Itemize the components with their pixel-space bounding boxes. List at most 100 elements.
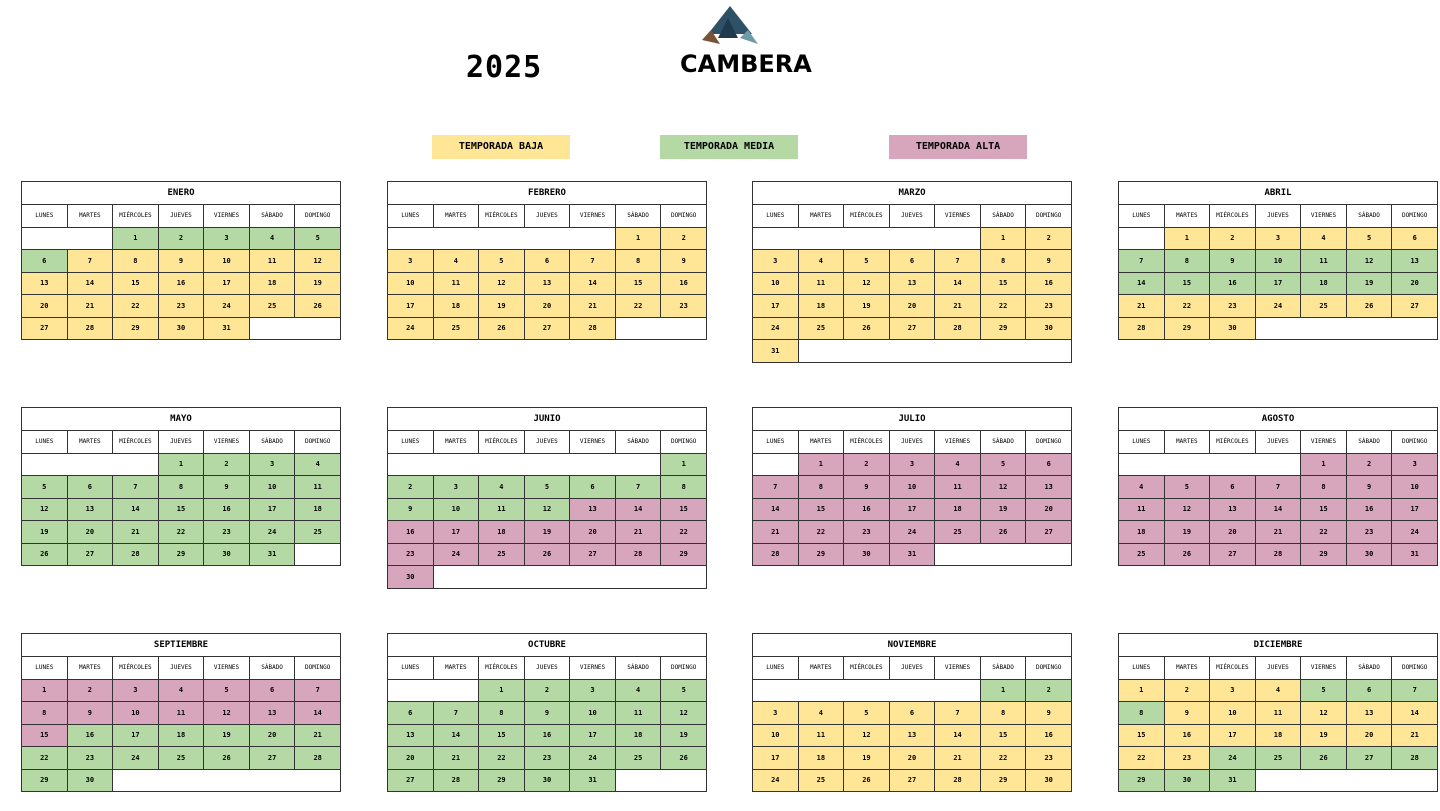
day-cell: 13 bbox=[1025, 475, 1072, 499]
day-cell: 13 bbox=[248, 701, 296, 725]
day-cell: 8 bbox=[21, 701, 68, 725]
day-cell: 6 bbox=[569, 475, 616, 499]
day-cell: 19 bbox=[294, 271, 341, 295]
day-cell: 27 bbox=[888, 768, 936, 792]
day-cell: 24 bbox=[1209, 746, 1256, 770]
day-cell: 1 bbox=[1118, 678, 1165, 702]
day-cell: 7 bbox=[294, 678, 341, 702]
weekday-header: SÁBADO bbox=[248, 204, 296, 228]
day-cell: 11 bbox=[157, 701, 205, 725]
day-cell: 12 bbox=[1345, 249, 1393, 273]
weekday-header: LUNES bbox=[21, 430, 68, 454]
day-cell: 26 bbox=[203, 746, 250, 770]
day-cell: 16 bbox=[387, 520, 434, 544]
day-cell: 19 bbox=[478, 294, 525, 318]
month-name: SEPTIEMBRE bbox=[21, 633, 341, 657]
day-cell: 26 bbox=[294, 294, 341, 318]
day-cell: 19 bbox=[21, 520, 68, 544]
day-cell: 29 bbox=[979, 316, 1027, 340]
day-cell: 18 bbox=[797, 746, 845, 770]
day-cell: 4 bbox=[478, 475, 525, 499]
day-cell: 11 bbox=[797, 271, 845, 295]
day-cell: 8 bbox=[112, 249, 159, 273]
weekday-header: JUEVES bbox=[888, 656, 936, 680]
day-cell: 24 bbox=[752, 316, 799, 340]
day-cell: 15 bbox=[979, 271, 1027, 295]
day-cell: 27 bbox=[66, 542, 114, 566]
day-cell: 10 bbox=[203, 249, 250, 273]
day-cell: 17 bbox=[387, 294, 434, 318]
day-cell: 30 bbox=[1209, 316, 1256, 340]
day-cell: 15 bbox=[157, 497, 205, 521]
weekday-header: MARTES bbox=[1163, 430, 1211, 454]
day-cell: 31 bbox=[888, 542, 936, 566]
day-cell: 1 bbox=[979, 678, 1027, 702]
day-cell: 16 bbox=[843, 497, 890, 521]
day-cell: 25 bbox=[157, 746, 205, 770]
legend-temporada-alta: TEMPORADA ALTA bbox=[889, 135, 1027, 159]
day-cell: 19 bbox=[843, 294, 890, 318]
empty-cell bbox=[934, 542, 1072, 566]
day-cell: 9 bbox=[1025, 249, 1072, 273]
day-cell: 16 bbox=[157, 271, 205, 295]
day-cell: 31 bbox=[248, 542, 296, 566]
weekday-header: SÁBADO bbox=[248, 430, 296, 454]
day-cell: 30 bbox=[157, 316, 205, 340]
day-cell: 11 bbox=[248, 249, 296, 273]
day-cell: 28 bbox=[569, 316, 616, 340]
day-cell: 13 bbox=[1209, 497, 1256, 521]
weekday-header: MIÉRCOLES bbox=[1209, 430, 1256, 454]
day-cell: 12 bbox=[979, 475, 1027, 499]
day-cell: 26 bbox=[979, 520, 1027, 544]
day-cell: 13 bbox=[387, 723, 434, 747]
day-cell: 24 bbox=[203, 294, 250, 318]
month-julio: JULIO LUNES MARTES MIÉRCOLES JUEVES VIERNES SÁ… bbox=[752, 407, 1072, 566]
day-cell: 6 bbox=[1209, 475, 1256, 499]
weekday-header: SÁBADO bbox=[614, 656, 662, 680]
day-cell: 8 bbox=[660, 475, 707, 499]
empty-cell bbox=[294, 542, 341, 566]
day-cell: 29 bbox=[478, 768, 525, 792]
day-cell: 7 bbox=[66, 249, 114, 273]
day-cell: 2 bbox=[157, 226, 205, 250]
weekday-header: MARTES bbox=[66, 204, 114, 228]
weekday-header: DOMINGO bbox=[1025, 430, 1072, 454]
day-cell: 2 bbox=[1025, 226, 1072, 250]
day-cell: 28 bbox=[112, 542, 159, 566]
day-cell: 23 bbox=[1209, 294, 1256, 318]
weekday-header: VIERNES bbox=[934, 204, 981, 228]
month-marzo: MARZO LUNES MARTES MIÉRCOLES JUEVES VIERNES SÁ… bbox=[752, 181, 1073, 363]
day-cell: 24 bbox=[1254, 294, 1302, 318]
month-enero: ENERO LUNES MARTES MIÉRCOLES JUEVES VIERNES SÁ… bbox=[20, 181, 342, 340]
day-cell: 11 bbox=[614, 701, 662, 725]
day-cell: 27 bbox=[387, 768, 434, 792]
day-cell: 17 bbox=[752, 746, 799, 770]
day-cell: 8 bbox=[157, 475, 205, 499]
day-cell: 22 bbox=[1118, 746, 1165, 770]
day-cell: 27 bbox=[1345, 746, 1393, 770]
day-cell: 14 bbox=[752, 497, 799, 521]
day-cell: 23 bbox=[203, 520, 250, 544]
day-cell: 14 bbox=[1391, 701, 1438, 725]
day-cell: 3 bbox=[248, 452, 296, 476]
day-cell: 20 bbox=[888, 294, 936, 318]
day-cell: 25 bbox=[797, 768, 845, 792]
day-cell: 6 bbox=[888, 249, 936, 273]
day-cell: 14 bbox=[432, 723, 480, 747]
day-cell: 12 bbox=[843, 271, 890, 295]
day-cell: 13 bbox=[523, 271, 571, 295]
day-cell: 20 bbox=[1391, 271, 1438, 295]
weekday-header: SÁBADO bbox=[979, 430, 1027, 454]
weekday-header: MARTES bbox=[797, 204, 845, 228]
day-cell: 3 bbox=[752, 249, 799, 273]
day-cell: 23 bbox=[157, 294, 205, 318]
day-cell: 19 bbox=[660, 723, 707, 747]
year-title: 2025 bbox=[466, 50, 543, 85]
day-cell: 13 bbox=[569, 497, 616, 521]
day-cell: 11 bbox=[934, 475, 981, 499]
day-cell: 17 bbox=[112, 723, 159, 747]
day-cell: 16 bbox=[1163, 723, 1211, 747]
day-cell: 2 bbox=[1209, 226, 1256, 250]
weekday-header: SÁBADO bbox=[614, 204, 662, 228]
day-cell: 22 bbox=[1300, 520, 1347, 544]
